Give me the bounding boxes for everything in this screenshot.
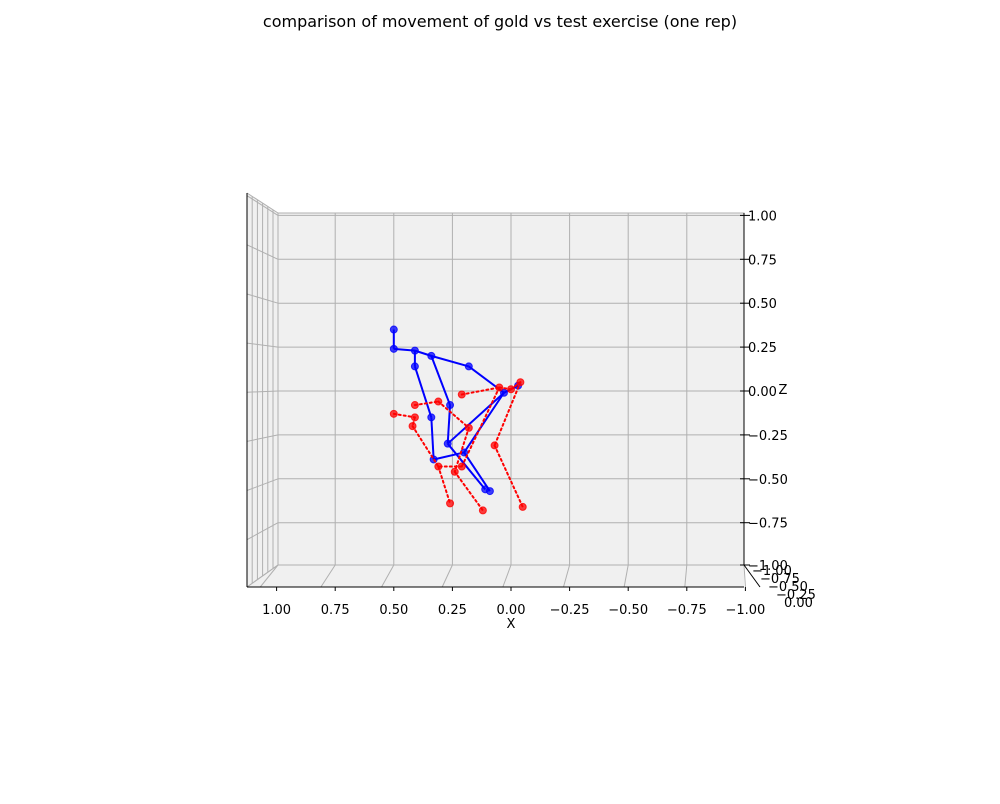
- gold-point: [446, 401, 455, 410]
- test-point: [450, 467, 459, 476]
- test-point: [495, 383, 504, 392]
- gold-segment: [430, 417, 435, 460]
- x-tick-label: 0.75: [321, 603, 350, 618]
- y-axis-line: [743, 564, 761, 588]
- test-segment: [460, 386, 501, 468]
- test-point: [478, 506, 487, 515]
- z-tick-label: 1.00: [748, 209, 777, 224]
- gold-point: [485, 487, 494, 496]
- test-point: [518, 502, 527, 511]
- gold-segment: [463, 392, 505, 454]
- gold-segment: [446, 443, 486, 490]
- x-floor-grid-line: [563, 564, 571, 588]
- y-tick-label: −0.75: [760, 572, 800, 587]
- chart-title: comparison of movement of gold vs test e…: [262, 12, 738, 31]
- z-tick-label: 0.00: [748, 385, 777, 400]
- data-layer: [389, 325, 527, 515]
- z-tick-label: −0.75: [748, 517, 788, 532]
- gold-series: [389, 325, 523, 496]
- x-axis-label: X: [507, 617, 516, 632]
- gold-point: [410, 362, 419, 371]
- gold-segment: [433, 451, 465, 461]
- test-point: [408, 422, 417, 431]
- gold-point: [389, 344, 398, 353]
- x-tick-label: −1.00: [725, 603, 765, 618]
- floor-pane: [247, 565, 744, 587]
- x-tick-label: −0.50: [608, 603, 648, 618]
- test-segment: [493, 381, 522, 447]
- pane-edge: [246, 564, 279, 588]
- z-tick-label: 0.50: [748, 297, 777, 312]
- y-tick-label: −1.00: [752, 564, 792, 579]
- axis-ticks: 1.00 0.75 0.50 0.25 0.00 −0.25 −0.50 −0.75 −1.00…: [262, 209, 816, 618]
- test-segment: [453, 470, 484, 512]
- x-floor-grid-line: [502, 564, 512, 588]
- gold-point: [427, 413, 436, 422]
- x-tick-label: 0.00: [497, 603, 526, 618]
- gold-segment: [413, 366, 433, 418]
- y-tick-label: −0.25: [776, 588, 816, 603]
- x-floor-grid-line: [684, 564, 688, 588]
- gold-segment: [447, 392, 505, 445]
- test-segment: [460, 386, 501, 396]
- test-point: [446, 499, 455, 508]
- y-tick-label: 0.00: [784, 596, 813, 611]
- x-tick-label: 0.50: [379, 603, 408, 618]
- test-point: [464, 423, 473, 432]
- test-point: [389, 409, 398, 418]
- test-point: [490, 441, 499, 450]
- test-point: [457, 390, 466, 399]
- test-point: [410, 413, 419, 422]
- gold-segment: [430, 355, 451, 406]
- test-point: [434, 397, 443, 406]
- gold-segment: [463, 451, 491, 492]
- test-point: [507, 385, 515, 394]
- z-tick-label: −1.00: [748, 559, 788, 574]
- x-tick-label: 0.25: [438, 603, 467, 618]
- z-tick-label: −0.50: [748, 473, 788, 488]
- test-segment: [437, 465, 452, 505]
- x-floor-grid-line: [623, 564, 629, 588]
- test-series: [389, 378, 527, 515]
- x-floor-grid-line: [259, 564, 279, 588]
- z-tick-label: 0.75: [748, 253, 777, 268]
- test-point: [457, 462, 466, 471]
- x-floor-grid-line: [743, 564, 746, 588]
- test-segment: [437, 400, 470, 429]
- x-floor-grid-line: [441, 564, 453, 588]
- test-point: [516, 378, 525, 387]
- test-segment: [453, 426, 470, 473]
- gold-segment: [431, 354, 470, 368]
- x-tick-label: −0.25: [550, 603, 590, 618]
- x-floor-grid-line: [381, 564, 395, 588]
- gold-point: [427, 351, 436, 360]
- gold-point: [464, 362, 473, 371]
- gold-point: [443, 439, 452, 448]
- z-tick-label: 0.25: [748, 341, 777, 356]
- gold-point: [389, 325, 398, 334]
- test-segment: [493, 444, 524, 508]
- z-tick-label: −0.25: [748, 429, 788, 444]
- x-tick-label: 1.00: [262, 603, 291, 618]
- y-tick-label: −0.50: [768, 580, 808, 595]
- gold-point: [499, 388, 508, 397]
- x-tick-label: −0.75: [667, 603, 707, 618]
- test-point: [434, 462, 443, 471]
- test-point: [410, 401, 419, 410]
- x-floor-grid-line: [320, 564, 336, 588]
- test-segment: [411, 425, 440, 468]
- z-axis-label: Z: [779, 383, 788, 398]
- gold-point: [410, 346, 419, 355]
